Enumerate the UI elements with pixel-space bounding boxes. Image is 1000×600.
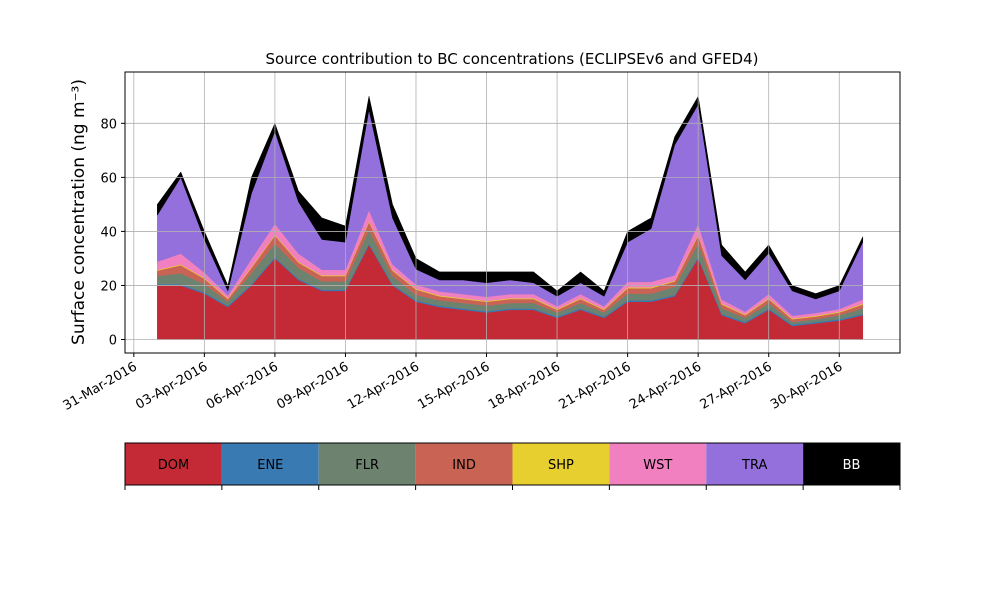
y-axis-label: Surface concentration (ng m⁻³) <box>69 79 89 345</box>
legend-label: BB <box>843 458 861 473</box>
x-tick-label: 12-Apr-2016 <box>345 359 422 412</box>
y-tick-label: 60 <box>100 171 117 186</box>
legend-label: FLR <box>355 458 379 473</box>
x-tick-label: 09-Apr-2016 <box>274 359 351 412</box>
legend-label: SHP <box>548 458 574 473</box>
x-tick-label: 30-Apr-2016 <box>768 359 845 412</box>
y-tick-label: 0 <box>109 333 117 348</box>
legend-swatch <box>512 443 610 485</box>
x-tick-label: 03-Apr-2016 <box>133 359 210 412</box>
x-tick-label: 06-Apr-2016 <box>204 359 281 412</box>
y-tick-label: 80 <box>100 117 117 132</box>
legend-swatch <box>221 443 319 485</box>
legend-swatch <box>125 443 222 485</box>
legend-label: ENE <box>257 458 283 473</box>
x-tick-label: 15-Apr-2016 <box>415 359 492 412</box>
legend-swatch <box>803 443 900 485</box>
legend-frame <box>124 442 901 486</box>
legend-label: IND <box>452 458 476 473</box>
legend-swatch <box>706 443 804 485</box>
chart-title: Source contribution to BC concentrations… <box>265 50 758 68</box>
legend-swatch <box>609 443 707 485</box>
legend-label: TRA <box>741 458 767 473</box>
x-tick-label: 18-Apr-2016 <box>486 359 563 412</box>
plot-frame <box>124 71 901 354</box>
x-tick-label: 24-Apr-2016 <box>627 359 704 412</box>
x-tick-label: 27-Apr-2016 <box>698 359 775 412</box>
legend-label: WST <box>643 458 672 473</box>
legend-swatch <box>318 443 416 485</box>
area <box>157 95 864 300</box>
x-tick-label: 31-Mar-2016 <box>61 359 140 413</box>
y-tick-label: 20 <box>100 279 117 294</box>
x-tick-label: 21-Apr-2016 <box>557 359 634 412</box>
y-tick-label: 40 <box>100 225 117 240</box>
legend-label: DOM <box>158 458 189 473</box>
legend-swatch <box>415 443 513 485</box>
